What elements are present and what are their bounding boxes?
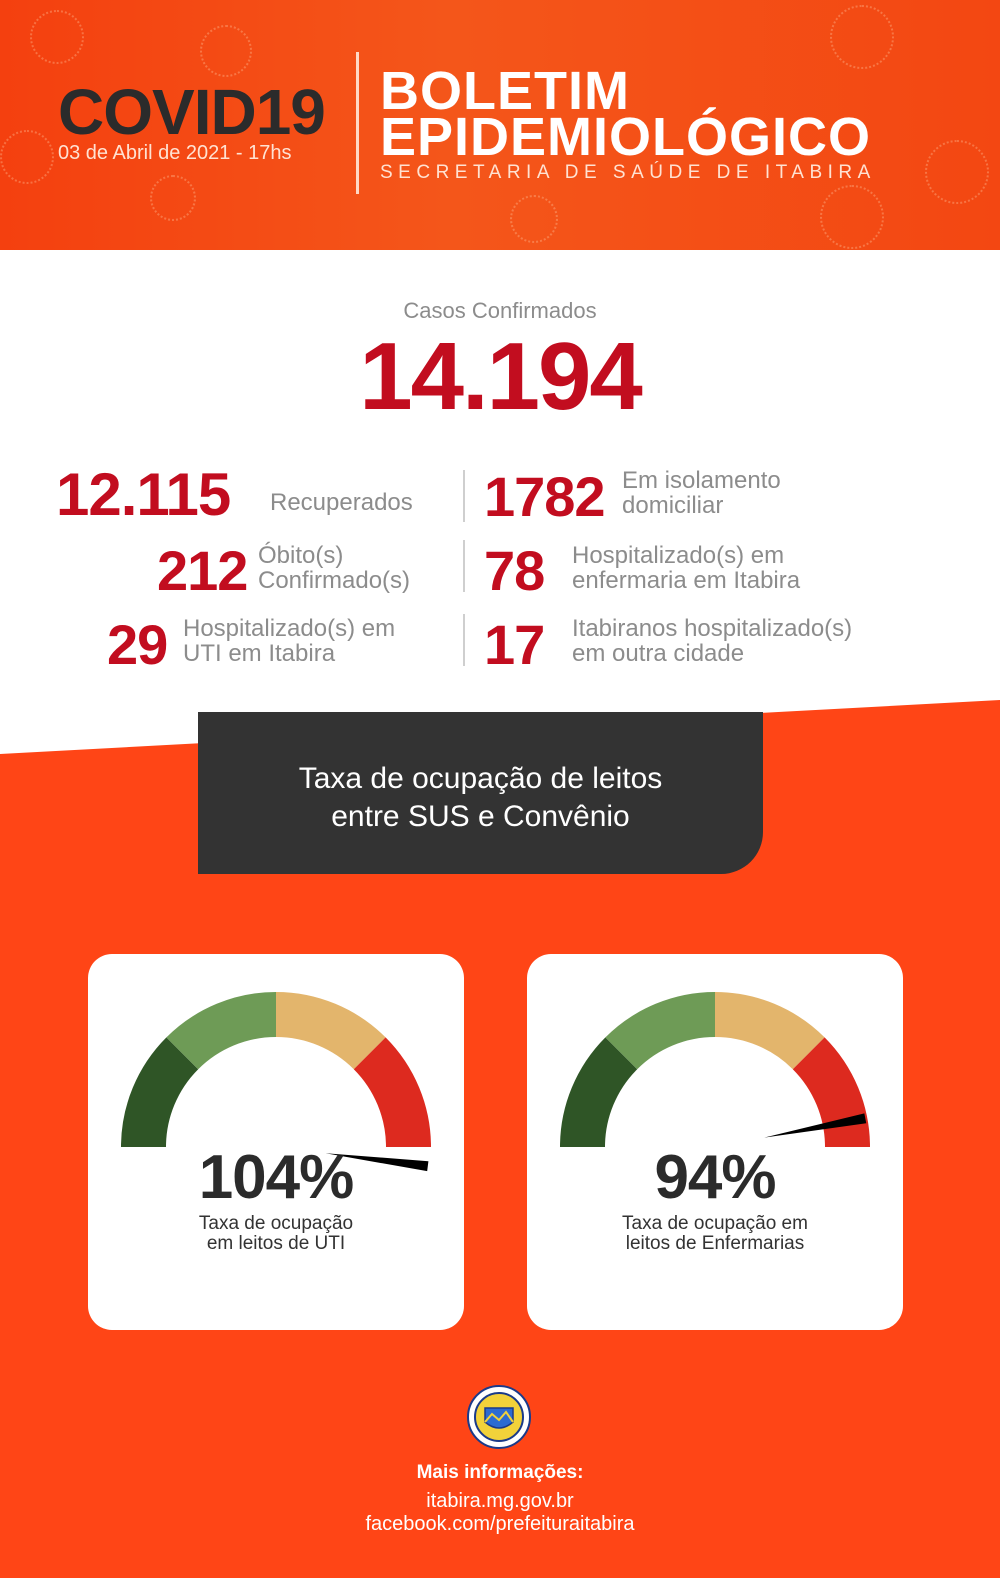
occupancy-banner-line2: entre SUS e Convênio	[331, 800, 630, 833]
virus-decoration	[925, 140, 989, 204]
virus-decoration	[820, 185, 884, 249]
occupancy-banner	[198, 712, 763, 874]
recovered-label: Recuperados	[270, 489, 413, 516]
gauge-segment	[605, 992, 715, 1070]
gauge-segment	[715, 992, 825, 1070]
icu-gauge	[121, 992, 431, 1172]
ward-gauge-card: 94% Taxa de ocupação em leitos de Enferm…	[527, 954, 903, 1330]
website-link[interactable]: itabira.mg.gov.br	[426, 1490, 574, 1512]
gauge-segment	[121, 1037, 199, 1147]
icu-value: 29	[107, 613, 168, 676]
gauge-segment	[276, 992, 386, 1070]
facebook-link[interactable]: facebook.com/prefeituraitabira	[365, 1513, 635, 1535]
home-isolation-label-2: domiciliar	[622, 492, 724, 519]
icu-gauge-caption-1: Taxa de ocupação	[198, 1213, 354, 1234]
covid-title: COVID19	[58, 76, 326, 148]
virus-decoration	[0, 130, 54, 184]
virus-decoration	[200, 25, 252, 77]
deaths-label-1: Óbito(s)	[258, 542, 344, 569]
itabira-seal-logo	[467, 1385, 531, 1449]
ward-gauge-value: 94%	[654, 1143, 776, 1212]
virus-decoration	[510, 195, 558, 243]
stats-divider	[463, 540, 465, 592]
home-isolation-label-1: Em isolamento	[622, 467, 781, 494]
other-city-label-2: em outra cidade	[572, 640, 745, 667]
home-isolation-value: 1782	[484, 465, 606, 528]
bulletin-date: 03 de Abril de 2021 - 17hs	[58, 142, 292, 164]
icu-gauge-card: 104% Taxa de ocupação em leitos de UTI	[88, 954, 464, 1330]
virus-decoration	[830, 5, 894, 69]
secretaria-subtitle: SECRETARIA DE SAÚDE DE ITABIRA	[380, 162, 876, 183]
confirmed-cases-label: Casos Confirmados	[403, 298, 597, 323]
stats-divider	[463, 470, 465, 522]
confirmed-cases-value: 14.194	[359, 323, 643, 430]
ward-gauge	[560, 992, 870, 1147]
icu-gauge-value: 104%	[198, 1143, 355, 1212]
ward-label-2: enfermaria em Itabira	[572, 567, 801, 594]
ward-label-1: Hospitalizado(s) em	[572, 542, 785, 569]
icu-label-1: Hospitalizado(s) em	[183, 615, 396, 642]
recovered-value: 12.115	[56, 461, 231, 528]
header-banner	[0, 0, 1000, 250]
bulletin-title-line1: BOLETIM	[380, 61, 630, 121]
stats-panel	[0, 250, 1000, 754]
ward-gauge-caption-1: Taxa de ocupação em	[622, 1213, 808, 1234]
deaths-value: 212	[157, 539, 248, 602]
gauge-segment	[353, 1037, 431, 1147]
icu-gauge-caption-2: em leitos de UTI	[206, 1233, 346, 1254]
gauge-segment	[560, 1037, 638, 1147]
other-city-label-1: Itabiranos hospitalizado(s)	[572, 615, 853, 642]
icu-label-2: UTI em Itabira	[183, 640, 336, 667]
deaths-label-2: Confirmado(s)	[258, 567, 411, 594]
ward-value: 78	[484, 539, 545, 602]
other-city-value: 17	[484, 613, 545, 676]
occupancy-banner-text: Taxa de ocupação de leitos entre SUS e C…	[198, 760, 763, 836]
virus-decoration	[30, 10, 84, 64]
footer-title: Mais informações:	[416, 1462, 584, 1483]
stats-divider	[463, 614, 465, 666]
occupancy-banner-line1: Taxa de ocupação de leitos	[298, 762, 663, 795]
gauge-segment	[166, 992, 276, 1070]
virus-decoration	[150, 175, 196, 221]
gauge-needle	[325, 1153, 429, 1172]
gauge-needle	[764, 1113, 867, 1138]
ward-gauge-caption-2: leitos de Enfermarias	[625, 1233, 805, 1254]
header-divider	[356, 52, 359, 194]
bulletin-title-line2: EPIDEMIOLÓGICO	[380, 107, 872, 167]
